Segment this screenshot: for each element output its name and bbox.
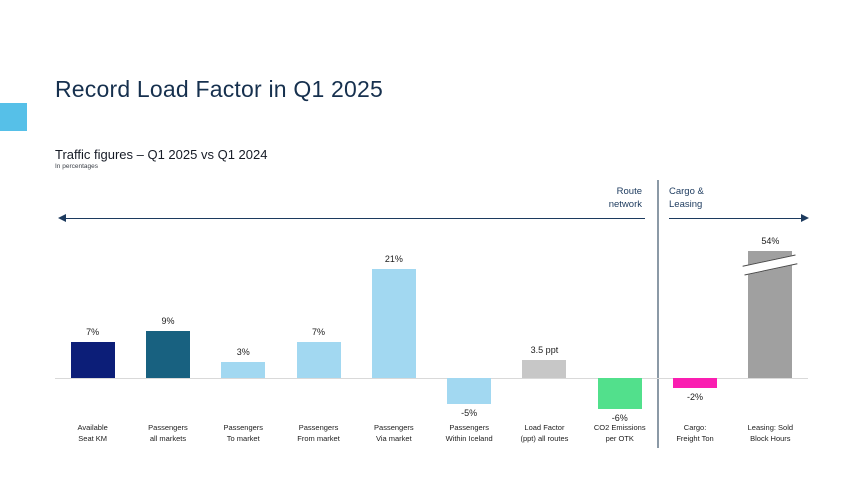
bar-slot: -6% CO2 Emissions per OTK [582, 180, 657, 455]
bar-category-label: Passengers To market [223, 423, 264, 444]
traffic-bar-chart: Route network Cargo & Leasing 7% Availabl… [55, 180, 809, 455]
cargo-leasing-arrow [669, 218, 803, 219]
zero-baseline [55, 378, 808, 379]
section-label-cargo-leasing: Cargo & Leasing [669, 186, 704, 210]
accent-square [0, 103, 27, 131]
bar-category-label: Passengers From market [297, 423, 340, 444]
section-divider [657, 180, 659, 448]
section-label-route-network: Route network [608, 186, 642, 210]
bar-value-label: 9% [161, 316, 175, 327]
chart-subtitle-note: In percentages [55, 163, 99, 170]
bar-value-label: 7% [86, 326, 100, 337]
bar-category-label: Passengers all markets [148, 423, 188, 444]
bar-slot: -2% Cargo: Freight Ton [657, 180, 732, 455]
bar-slot: 9% Passengers all markets [130, 180, 205, 455]
bar-slot: -5% Passengers Within Iceland [432, 180, 507, 455]
bar [447, 378, 492, 404]
bar-slot: 54% Leasing: Sold Block Hours [733, 180, 808, 455]
bar-category-label: Load Factor (ppt) all routes [520, 423, 569, 444]
bar [70, 341, 115, 378]
bar-value-label: -2% [687, 392, 704, 403]
bar-value-label: 3% [236, 347, 250, 358]
bar-value-label: 54% [761, 236, 780, 246]
bar [522, 359, 567, 378]
page-title: Record Load Factor in Q1 2025 [55, 76, 383, 102]
bar-category-label: Passengers Via market [374, 423, 414, 444]
cargo-leasing-arrowhead-icon [801, 214, 809, 222]
chart-subtitle: Traffic figures – Q1 2025 vs Q1 2024 [55, 147, 268, 162]
bar-category-label: CO2 Emissions per OTK [593, 423, 646, 444]
bar [296, 341, 341, 378]
bar-slot: 7% Available Seat KM [55, 180, 130, 455]
bar-category-label: Available Seat KM [77, 423, 108, 444]
bar-slot: 3% Passengers To market [206, 180, 281, 455]
bar-value-label: -5% [461, 408, 478, 418]
bar-slot: 3.5 ppt Load Factor (ppt) all routes [507, 180, 582, 455]
bar-value-label: 7% [312, 326, 326, 337]
route-network-arrow [63, 218, 645, 219]
bar-slot: 21% Passengers Via market [356, 180, 431, 455]
bar-value-label: 21% [384, 253, 403, 264]
bar [673, 378, 718, 389]
bar [597, 378, 642, 410]
bar [145, 331, 190, 378]
bar [221, 362, 266, 378]
bar [371, 268, 416, 378]
bar-category-label: Cargo: Freight Ton [676, 423, 714, 444]
bar-value-label: 3.5 ppt [530, 344, 559, 355]
bar-category-label: Leasing: Sold Block Hours [747, 423, 794, 444]
bar-value-label: -6% [611, 413, 628, 424]
bar-category-label: Passengers Within Iceland [445, 423, 493, 444]
bar-slot: 7% Passengers From market [281, 180, 356, 455]
route-network-arrowhead-icon [58, 214, 66, 222]
